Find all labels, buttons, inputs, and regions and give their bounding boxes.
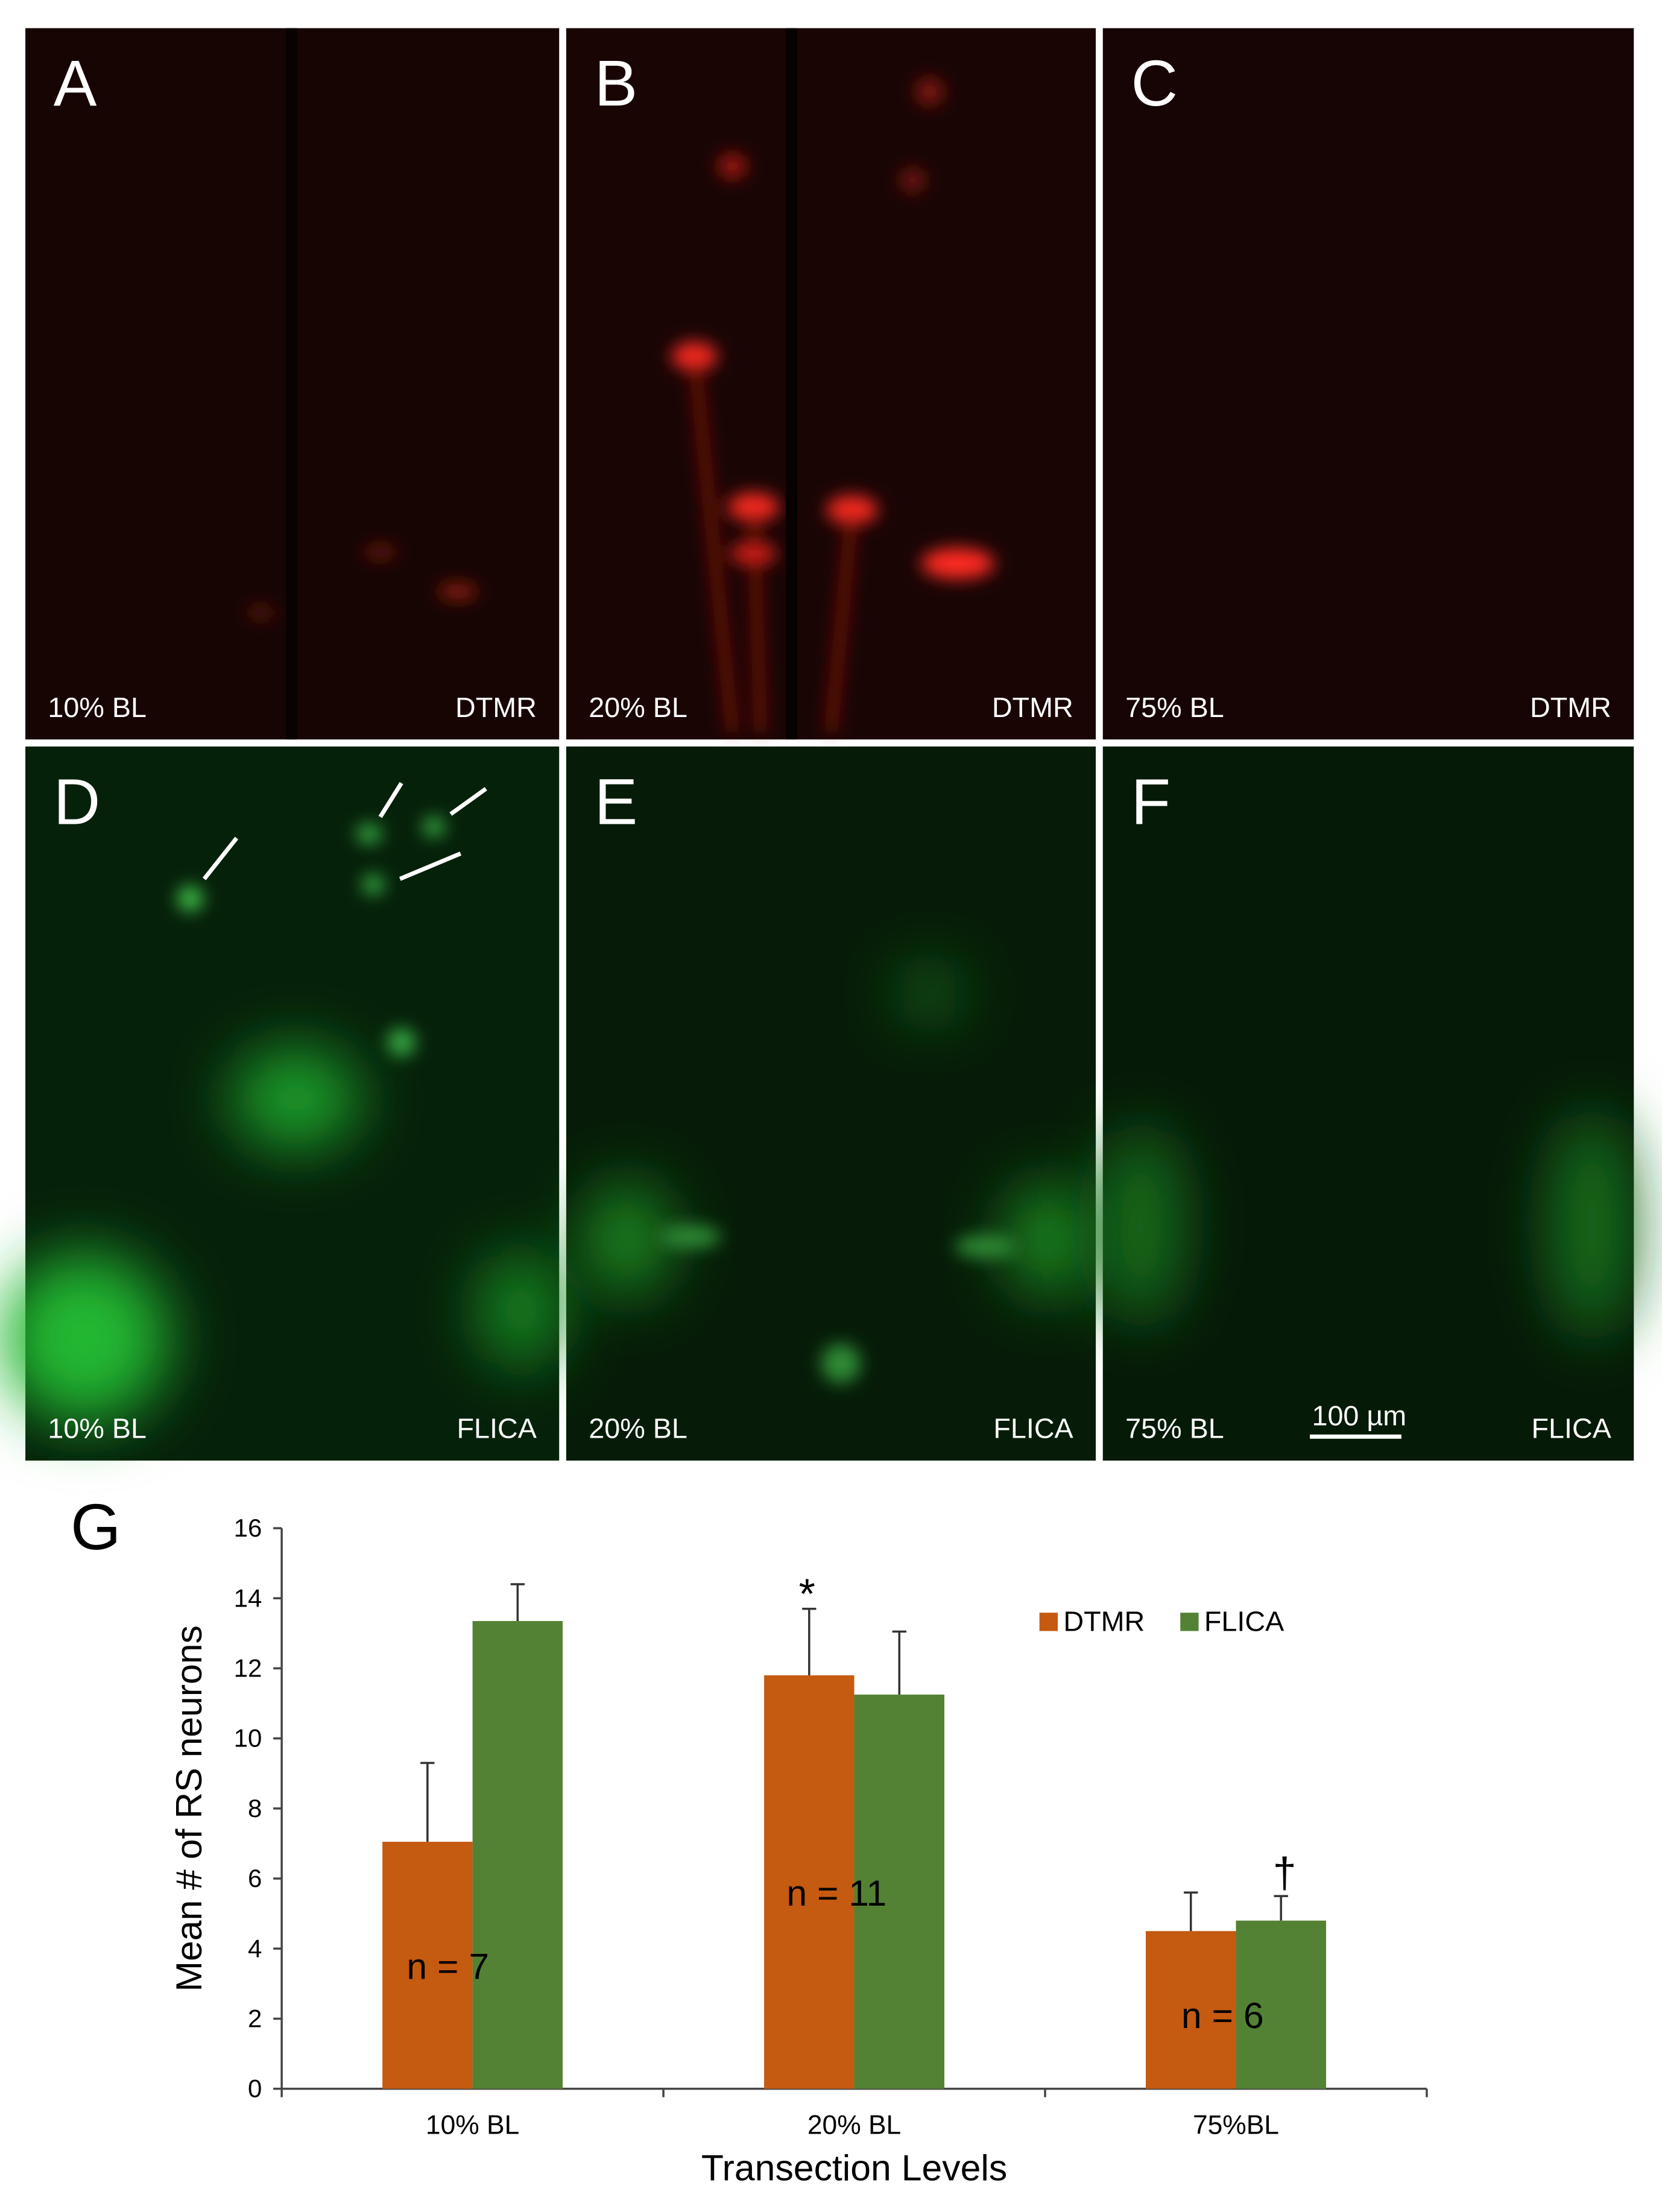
- y-axis-title: Mean # of RS neurons: [168, 1625, 209, 1992]
- glow-f: [1098, 1113, 1634, 1338]
- glow-d: [0, 1049, 564, 1423]
- legend-label: DTMR: [1063, 1606, 1145, 1637]
- y-tick-label: 14: [234, 1584, 262, 1612]
- annotation: n = 11: [786, 1872, 886, 1913]
- x-axis-title: Transection Levels: [701, 2147, 1007, 2188]
- panel-letter: A: [54, 47, 97, 119]
- midline: [786, 28, 797, 740]
- panel-level: 10% BL: [48, 1413, 147, 1444]
- midline: [286, 28, 297, 740]
- panel-level: 20% BL: [589, 692, 687, 723]
- chart-label: G: [71, 1491, 121, 1563]
- annotation: n = 6: [1181, 1995, 1264, 2036]
- bar: [1236, 1920, 1326, 2089]
- y-tick-label: 10: [234, 1724, 262, 1752]
- annotation: *: [799, 1570, 815, 1617]
- glow-e: [584, 972, 1092, 1296]
- micrographs: 100 µm: [0, 28, 1634, 1461]
- annotation: n = 7: [406, 1945, 489, 1986]
- y-tick-label: 8: [248, 1794, 262, 1822]
- y-tick-label: 4: [248, 1934, 262, 1962]
- x-tick-label: 75%BL: [1193, 2110, 1279, 2140]
- panel-level: 10% BL: [48, 692, 147, 723]
- bar: [1145, 1931, 1236, 2089]
- cells-e: [659, 1225, 1017, 1383]
- panel-bg: [1102, 28, 1634, 740]
- bar: [382, 1842, 473, 2089]
- x-tick-label: 20% BL: [807, 2110, 901, 2140]
- cells-d: [177, 817, 446, 1057]
- panel-stain: DTMR: [1530, 692, 1611, 723]
- y-tick-label: 2: [248, 2004, 262, 2032]
- arrows: [202, 782, 487, 881]
- annotation: †: [1273, 1850, 1297, 1897]
- panel-stain: DTMR: [455, 692, 537, 723]
- panel-letter: D: [54, 765, 101, 838]
- legend-label: FLICA: [1204, 1606, 1284, 1637]
- panel-letter: C: [1131, 47, 1178, 119]
- bar: [472, 1621, 563, 2089]
- panel-stain: FLICA: [993, 1413, 1073, 1444]
- y-tick-label: 0: [248, 2075, 262, 2103]
- panel-bg: [566, 28, 1096, 740]
- scale-bar-label: 100 µm: [1312, 1400, 1406, 1432]
- cells-a: [246, 545, 478, 620]
- panel-bg: [1102, 746, 1634, 1461]
- panel-level: 75% BL: [1125, 1413, 1224, 1444]
- y-tick-label: 16: [234, 1514, 262, 1542]
- legend-swatch: [1039, 1613, 1058, 1631]
- x-tick-label: 10% BL: [426, 2110, 519, 2140]
- panel-stain: FLICA: [1532, 1413, 1612, 1444]
- panel-letter: E: [595, 765, 638, 838]
- bar: [764, 1675, 855, 2089]
- bar: [854, 1695, 945, 2089]
- y-tick-label: 6: [248, 1864, 262, 1892]
- legend-swatch: [1180, 1613, 1199, 1631]
- y-tick-label: 12: [234, 1654, 262, 1682]
- panel-letter: F: [1131, 765, 1171, 838]
- cells-b: [672, 77, 994, 733]
- panel-bg: [566, 746, 1096, 1461]
- panel-stain: DTMR: [992, 692, 1073, 723]
- panel-level: 75% BL: [1125, 692, 1224, 723]
- panel-level: 20% BL: [589, 1413, 687, 1444]
- panel-stain: FLICA: [457, 1413, 537, 1444]
- panel-letter: B: [595, 47, 638, 119]
